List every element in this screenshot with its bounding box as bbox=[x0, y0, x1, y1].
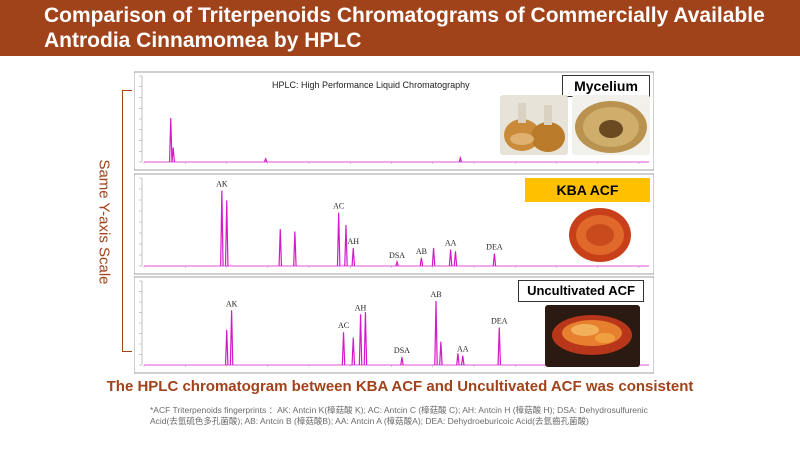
kba-acf-peak bbox=[492, 253, 497, 267]
kba-acf-peak-label: AC bbox=[333, 202, 344, 211]
uncultivated-acf-peak-label: DSA bbox=[394, 346, 410, 355]
uncultivated-acf-peak bbox=[229, 310, 234, 366]
kba-acf-peak-label: AB bbox=[416, 247, 427, 256]
kba-acf-peak bbox=[351, 247, 356, 267]
uncultivated-acf-peak-label: AK bbox=[226, 299, 238, 308]
y-axis-bracket bbox=[122, 90, 132, 352]
hplc-definition-note: HPLC: High Performance Liquid Chromatogr… bbox=[272, 80, 470, 90]
kba-acf-peak bbox=[293, 231, 297, 267]
uncultivated-acf-peak-label: AB bbox=[430, 290, 441, 299]
uncultivated-acf-peak bbox=[460, 355, 465, 366]
uncultivated-acf-peak bbox=[456, 353, 460, 366]
header-bar: Comparison of Triterpenoids Chromatogram… bbox=[0, 0, 800, 56]
kba-acf-peak-label: DSA bbox=[389, 251, 405, 260]
kba-acf-peak bbox=[344, 224, 348, 267]
uncultivated-acf-peak bbox=[439, 341, 443, 366]
page-title: Comparison of Triterpenoids Chromatogram… bbox=[44, 4, 765, 52]
uncultivated-acf-label: Uncultivated ACF bbox=[518, 280, 644, 302]
conclusion-statement: The HPLC chromatogram between KBA ACF an… bbox=[106, 378, 694, 395]
mycelium-label: Mycelium bbox=[562, 75, 650, 97]
uncultivated-acf-peak-label: AA bbox=[457, 345, 469, 354]
uncultivated-acf-photo bbox=[545, 305, 640, 367]
uncultivated-acf-peak bbox=[351, 337, 356, 366]
mycelium-peak bbox=[458, 155, 463, 163]
uncultivated-acf-peak bbox=[358, 314, 363, 366]
kba-acf-label: KBA ACF bbox=[525, 178, 650, 202]
kba-acf-peak bbox=[220, 190, 224, 267]
kba-acf-peak-label: DEA bbox=[486, 243, 503, 252]
abbreviation-footnote: *ACF Triterpenoids fingerprints ：AK: Ant… bbox=[150, 405, 648, 426]
uncultivated-acf-peak bbox=[497, 327, 502, 366]
kba-acf-peak bbox=[431, 247, 436, 267]
uncultivated-acf-peak bbox=[400, 357, 404, 366]
uncultivated-acf-peak-label: AC bbox=[338, 321, 349, 330]
uncultivated-acf-peak bbox=[224, 329, 229, 366]
kba-acf-peak bbox=[278, 229, 283, 267]
uncultivated-acf-peak-label: AH bbox=[355, 303, 367, 312]
kba-acf-peak bbox=[336, 212, 341, 267]
mycelium-peak bbox=[263, 157, 268, 163]
kba-acf-peak-label: AH bbox=[347, 237, 359, 246]
kba-acf-peak-label: AK bbox=[216, 180, 228, 189]
uncultivated-acf-peak bbox=[363, 311, 368, 366]
mycelium-flask-photo bbox=[500, 95, 568, 155]
mycelium-peak bbox=[171, 147, 175, 163]
uncultivated-acf-peak bbox=[434, 301, 438, 366]
uncultivated-acf-peak bbox=[341, 332, 346, 366]
kba-acf-peak bbox=[395, 259, 399, 267]
kba-acf-peak bbox=[453, 251, 458, 267]
kba-acf-photo bbox=[567, 205, 633, 265]
y-axis-scale-note: Same Y-axis Scale bbox=[95, 159, 113, 285]
kba-acf-peak bbox=[419, 257, 424, 267]
kba-acf-peak-label: AA bbox=[445, 239, 457, 248]
mycelium-culture-photo bbox=[572, 95, 650, 155]
kba-acf-peak bbox=[224, 200, 229, 267]
mycelium-peak bbox=[168, 117, 173, 163]
uncultivated-acf-peak-label: DEA bbox=[491, 317, 508, 326]
kba-acf-peak bbox=[448, 249, 453, 267]
